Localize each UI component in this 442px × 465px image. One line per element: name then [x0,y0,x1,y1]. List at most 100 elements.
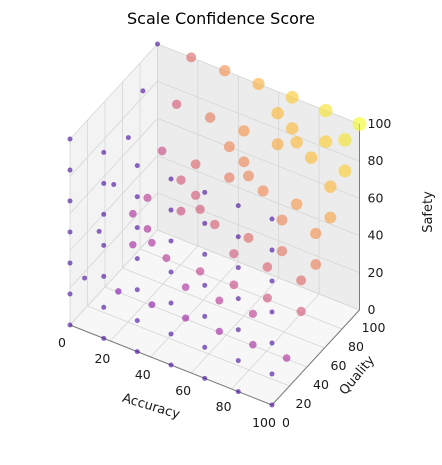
data-point [282,354,291,362]
z-axis-label: Safety [421,191,436,233]
data-point [296,306,306,317]
x-tick-label: 100 [252,415,276,430]
data-point [223,141,235,153]
data-point [296,275,307,286]
data-point [111,182,117,187]
data-point [324,211,337,224]
y-axis-line [271,309,360,406]
data-point [310,259,322,270]
data-point [319,103,333,118]
data-point [168,362,174,368]
grid-z-left [69,43,158,140]
data-point [210,219,220,230]
data-point [143,225,152,233]
data-point [168,300,174,306]
data-point [235,203,241,209]
grid-z-left [69,118,158,214]
data-point [101,149,107,155]
data-point [202,282,208,288]
back-pane [157,44,360,310]
z-tick-label: 60 [368,190,384,205]
data-point [134,194,140,200]
data-point [125,135,131,141]
grid-x-floor [110,245,199,342]
y-tick-label: 0 [282,415,290,430]
chart-title: Scale Confidence Score [127,9,315,28]
data-point [338,133,352,147]
y-tick-label: 80 [348,339,364,354]
grid-z-back [157,229,360,311]
grid-z-left [69,192,158,289]
data-point [176,206,186,216]
data-point [243,232,254,243]
data-point [271,138,284,151]
x-tick-label: 80 [216,399,232,414]
z-tick-label: 100 [368,116,392,131]
grid-z-left [69,155,158,251]
data-point [101,180,107,186]
data-point [140,88,146,94]
data-point [67,229,73,235]
data-point [269,278,275,284]
data-point [129,241,137,249]
grid-y-floor [104,286,308,368]
x-tick-label: 20 [94,351,110,366]
data-point [269,216,275,222]
grid-y-floor [139,248,343,330]
data-point [202,220,208,226]
data-point [262,262,273,272]
data-point [286,122,299,135]
data-point [215,327,224,336]
data-point [195,204,205,214]
data-point [257,185,269,197]
data-point [67,322,73,328]
z-tick-label: 80 [368,153,384,168]
data-point [290,136,303,149]
data-point [224,172,235,183]
x-axis-label: Accuracy [120,391,181,423]
data-point [269,247,275,253]
grid-y-floor [122,267,325,349]
x-tick-label: 0 [58,335,66,350]
data-point [219,65,231,77]
data-point [168,176,174,182]
data-point [202,313,208,319]
data-point [202,375,208,381]
data-point [304,151,318,164]
data-point [182,314,190,322]
data-point [229,280,239,290]
data-point [134,163,140,169]
data-point [134,318,140,324]
y-tick-label: 20 [296,396,312,411]
data-point [115,288,122,295]
y-tick-label: 60 [331,358,347,373]
data-point [238,156,250,168]
data-point [171,99,182,109]
data-point [143,193,152,202]
data-point [235,389,241,395]
data-point [134,256,140,262]
data-point [276,214,288,226]
data-point [101,242,107,248]
data-point [243,170,254,182]
grid-x-floor [150,261,239,358]
data-point [229,249,239,259]
data-point [155,41,160,47]
data-point [285,90,299,104]
y-tick-label: 40 [313,377,329,392]
data-point [134,225,140,231]
data-point [129,209,137,218]
data-point [82,275,88,281]
data-point [186,52,197,63]
data-point [310,227,322,240]
data-point [67,260,73,266]
data-point [215,296,224,305]
x-tick-label: 40 [135,367,151,382]
data-point [238,125,250,137]
grid-z-left [69,229,158,326]
grid-z-back [157,192,360,274]
data-point [235,327,241,333]
data-point [202,189,208,195]
data-point [235,265,241,271]
